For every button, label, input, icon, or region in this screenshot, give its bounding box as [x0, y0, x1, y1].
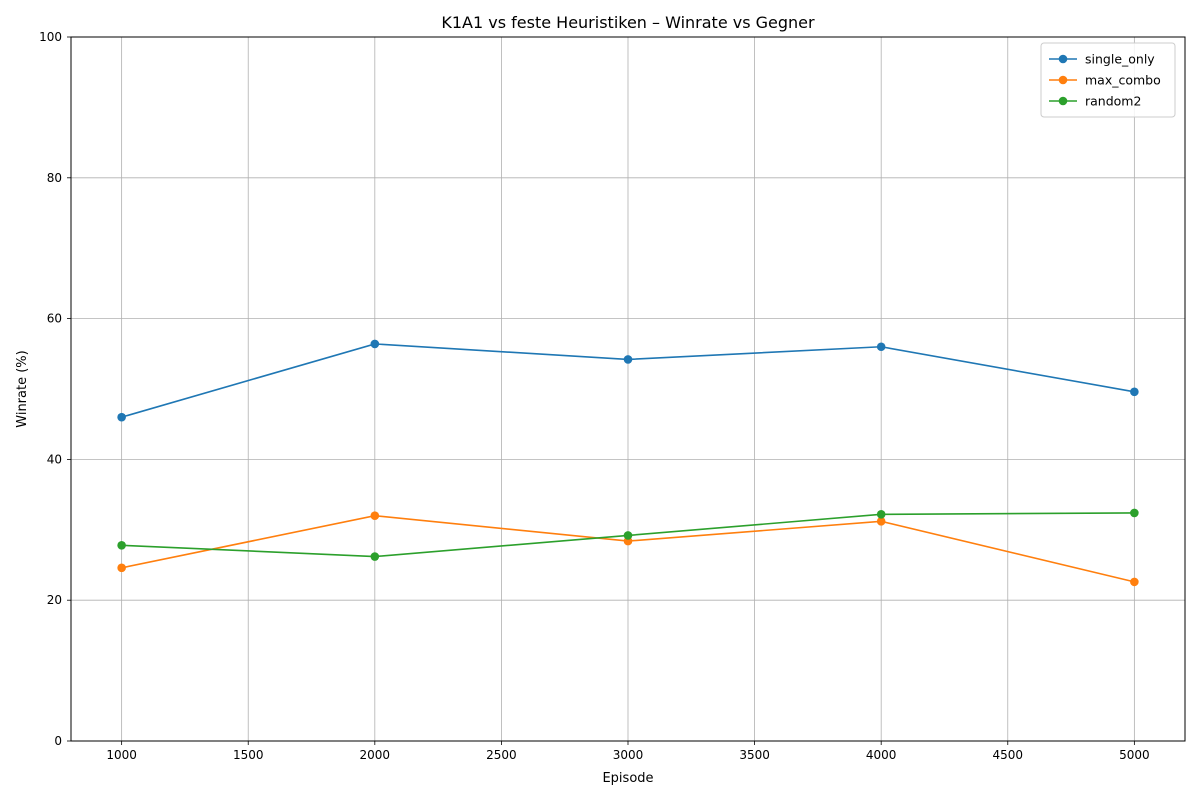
y-axis-ticks: 0 20 40 60 80 100 [39, 30, 71, 748]
data-point [1130, 577, 1139, 587]
legend-item: single_only [1049, 52, 1155, 67]
data-point [117, 540, 126, 550]
data-point [876, 510, 886, 519]
data-point [623, 355, 633, 364]
data-point [117, 412, 126, 422]
legend-swatch-marker [1058, 54, 1068, 64]
legend-swatch-marker [1058, 75, 1068, 85]
data-point [623, 531, 633, 540]
legend-label: max_combo [1085, 73, 1161, 88]
data-point [370, 339, 380, 349]
x-tick-label: 4000 [866, 748, 897, 762]
plot-frame [70, 36, 1186, 742]
x-tick-label: 3000 [613, 748, 644, 762]
legend-swatch-marker [1058, 96, 1068, 106]
x-axis-ticks: 1000 1500 2000 2500 3000 3500 4000 4500 5000 [106, 741, 1150, 762]
y-tick-label: 100 [39, 30, 62, 44]
series-random2 [117, 508, 1139, 561]
data-point [1130, 387, 1139, 397]
series-single-only [117, 339, 1139, 422]
data-point [117, 563, 126, 573]
x-tick-label: 2000 [360, 748, 391, 762]
x-tick-label: 5000 [1119, 748, 1150, 762]
data-point [370, 552, 380, 561]
data-point [876, 342, 886, 352]
data-point [876, 517, 886, 526]
y-tick-label: 80 [47, 171, 62, 185]
legend-box [1040, 42, 1176, 118]
data-point [370, 511, 380, 521]
x-tick-label: 4500 [992, 748, 1023, 762]
legend: single_only max_combo random2 [1040, 42, 1176, 118]
y-tick-label: 40 [47, 452, 62, 466]
x-tick-label: 1000 [106, 748, 137, 762]
legend-item: random2 [1049, 94, 1141, 109]
legend-item: max_combo [1049, 73, 1161, 88]
y-tick-label: 60 [47, 312, 62, 326]
x-tick-label: 1500 [233, 748, 264, 762]
y-tick-label: 0 [54, 734, 62, 748]
y-axis-label: Winrate (%) [15, 350, 30, 427]
x-axis-label: Episode [602, 771, 653, 786]
y-tick-label: 20 [47, 593, 62, 607]
legend-label: random2 [1085, 94, 1141, 109]
legend-label: single_only [1085, 52, 1155, 67]
series-group [117, 339, 1139, 587]
x-tick-label: 2500 [486, 748, 517, 762]
x-tick-label: 3500 [739, 748, 770, 762]
data-point [1130, 508, 1139, 518]
chart-title: K1A1 vs feste Heuristiken – Winrate vs G… [441, 13, 815, 32]
